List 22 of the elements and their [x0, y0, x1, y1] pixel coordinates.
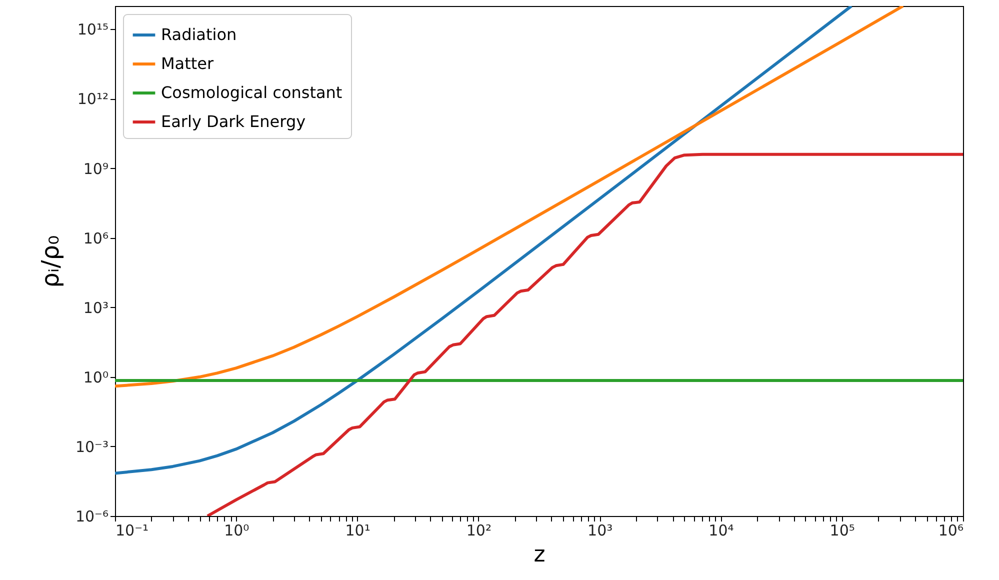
y-tick-label: 10¹²	[77, 90, 108, 108]
x-axis-title: z	[534, 542, 546, 568]
y-axis-title: ρᵢ/ρ₀	[36, 235, 64, 288]
legend-label: Radiation	[161, 25, 237, 44]
x-tick-label: 10³	[588, 522, 613, 540]
x-tick-label: 10⁻¹	[116, 522, 149, 540]
y-tick-label: 10⁶	[83, 229, 108, 248]
y-tick-label: 10³	[83, 298, 108, 317]
x-tick-label: 10⁶	[938, 522, 964, 540]
y-tick-label: 10⁰	[83, 368, 108, 386]
legend-label: Cosmological constant	[161, 83, 342, 102]
y-tick-label: 10⁻³	[75, 438, 108, 456]
x-tick-label: 10²	[466, 522, 492, 540]
x-tick-label: 10¹	[345, 522, 370, 540]
x-tick-label: 10⁵	[830, 522, 855, 540]
x-tick-label: 10⁴	[708, 522, 734, 540]
y-tick-label: 10⁻⁶	[75, 508, 108, 526]
legend-label: Matter	[161, 54, 214, 73]
legend-label: Early Dark Energy	[161, 112, 306, 131]
x-tick-label: 10⁰	[224, 522, 250, 540]
y-tick-label: 10⁹	[83, 160, 108, 178]
y-tick-label: 10¹⁵	[77, 20, 108, 39]
